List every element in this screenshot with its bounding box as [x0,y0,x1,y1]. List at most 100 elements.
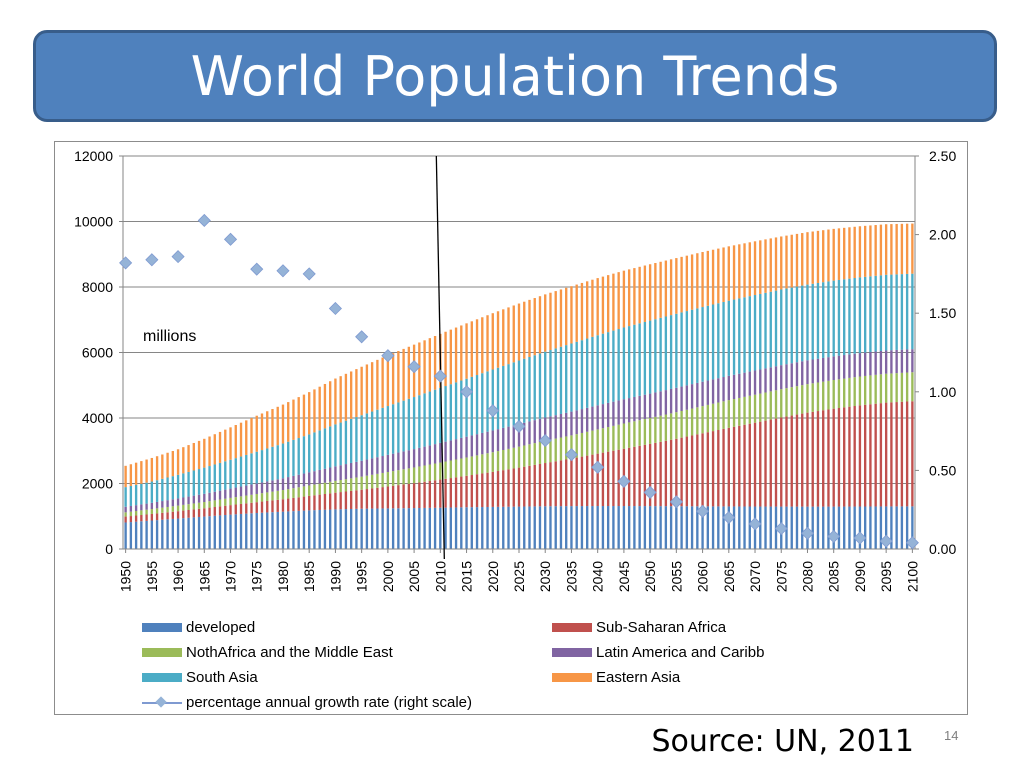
bar-segment-developed [171,518,175,549]
bar-segment-developed [234,514,237,549]
bar-segment-sub-saharan-africa [145,514,148,521]
bar-segment-nothafrica-and-the-middle-east [245,495,248,504]
bar-segment-nothafrica-and-the-middle-east [386,472,390,487]
bar-segment-south-asia [339,422,342,466]
bar-segment-eastern-asia [370,362,374,412]
bar-segment-south-asia [187,471,190,497]
bar-segment-sub-saharan-africa [470,475,473,508]
bar-segment-nothafrica-and-the-middle-east [334,480,337,493]
bar-segment-sub-saharan-africa [863,404,867,507]
bar-segment-south-asia [717,303,720,379]
bar-segment-south-asia [822,282,825,358]
population-chart: 0 2000 4000 6000 8000 10000 12000 0.00 0.50 1.00 1… [74,148,956,592]
bar-segment-nothafrica-and-the-middle-east [523,445,526,467]
bar-segment-sub-saharan-africa [795,414,799,507]
bar-segment-nothafrica-and-the-middle-east [675,412,678,439]
bar-segment-sub-saharan-africa [454,477,458,508]
bar-segment-eastern-asia [580,282,584,341]
x-tick-label: 2075 [773,561,789,592]
bar-segment-developed [879,506,883,549]
bar-segment-nothafrica-and-the-middle-east [806,384,809,413]
bar-segment-developed [454,507,458,549]
bar-segment-eastern-asia [208,436,211,467]
bar-segment-sub-saharan-africa [533,464,536,507]
bar-segment-sub-saharan-africa [806,412,809,507]
bar-segment-sub-saharan-africa [853,405,856,507]
bar-segment-latin-america-and-caribb [638,395,641,421]
bar-segment-latin-america-and-caribb [376,457,379,474]
growth-rate-point [302,267,316,281]
growth-rate-point [905,536,919,550]
growth-rate-point [643,485,657,499]
bar-segment-developed [140,521,143,549]
bar-segment-eastern-asia [124,465,127,488]
bar-segment-latin-america-and-caribb [570,411,573,436]
legend-item-south-asia: South Asia [142,669,258,686]
bar-segment-south-asia [255,451,258,484]
bar-segment-latin-america-and-caribb [895,349,898,374]
bar-segment-developed [884,506,888,549]
growth-rate-point [381,349,395,363]
bar-segment-latin-america-and-caribb [287,477,290,490]
bar-segment-latin-america-and-caribb [308,472,311,486]
bar-segment-eastern-asia [832,228,835,281]
bar-segment-sub-saharan-africa [381,487,384,509]
bar-segment-latin-america-and-caribb [774,366,778,391]
bar-segment-eastern-asia [586,281,589,339]
bar-segment-sub-saharan-africa [523,466,526,507]
bar-segment-south-asia [523,358,526,423]
x-tick-label: 2020 [485,561,501,592]
bar-segment-south-asia [334,424,337,467]
bar-segment-eastern-asia [780,236,783,290]
bar-segment-south-asia [622,327,626,400]
bar-segment-south-asia [732,299,736,375]
x-tick-label: 1990 [327,561,343,592]
bar-segment-south-asia [370,411,374,459]
legend-item-latin-america: Latin America and Caribb [552,644,764,661]
bar-segment-nothafrica-and-the-middle-east [129,511,133,517]
bar-segment-nothafrica-and-the-middle-east [281,490,285,500]
bar-segment-sub-saharan-africa [339,492,342,510]
x-tick-label: 2010 [432,561,448,592]
bar-segment-nothafrica-and-the-middle-east [565,436,568,460]
bar-segment-south-asia [638,323,641,396]
bar-segment-developed [313,510,316,549]
bar-segment-developed [187,517,190,549]
bar-segment-eastern-asia [176,449,180,475]
bar-segment-developed [837,506,841,549]
bar-segment-developed [334,509,337,549]
bar-segment-nothafrica-and-the-middle-east [895,373,898,403]
bar-segment-nothafrica-and-the-middle-east [753,394,757,423]
y-right-tick-label: 1.00 [929,384,956,400]
bar-segment-sub-saharan-africa [140,515,143,522]
growth-rate-point [355,330,369,344]
bar-segment-eastern-asia [785,235,788,289]
bar-segment-developed [166,519,169,549]
bar-segment-developed [528,506,531,549]
bar-segment-developed [407,508,411,549]
legend-swatch [552,673,592,682]
bar-segment-sub-saharan-africa [648,443,652,507]
bar-segment-nothafrica-and-the-middle-east [192,503,195,510]
bar-segment-sub-saharan-africa [328,493,332,510]
bar-segment-nothafrica-and-the-middle-east [512,447,515,469]
bar-segment-sub-saharan-africa [669,439,673,507]
bar-segment-latin-america-and-caribb [559,413,563,438]
bar-segment-south-asia [328,426,332,468]
bar-segment-latin-america-and-caribb [360,460,363,477]
bar-segment-south-asia [664,316,668,391]
bar-segment-south-asia [360,415,363,461]
bar-segment-sub-saharan-africa [507,469,510,507]
growth-rate-point [223,232,238,246]
bar-segment-sub-saharan-africa [895,402,898,507]
bar-segment-developed [496,506,500,549]
bar-segment-sub-saharan-africa [150,513,154,521]
bar-segment-eastern-asia [874,225,877,276]
bar-segment-developed [260,512,264,549]
bar-segment-sub-saharan-africa [790,415,793,507]
bar-segment-latin-america-and-caribb [124,506,127,513]
bar-segment-developed [690,506,694,549]
bar-segment-developed [287,511,290,549]
bar-segment-latin-america-and-caribb [323,468,327,483]
bar-segment-latin-america-and-caribb [905,349,909,373]
